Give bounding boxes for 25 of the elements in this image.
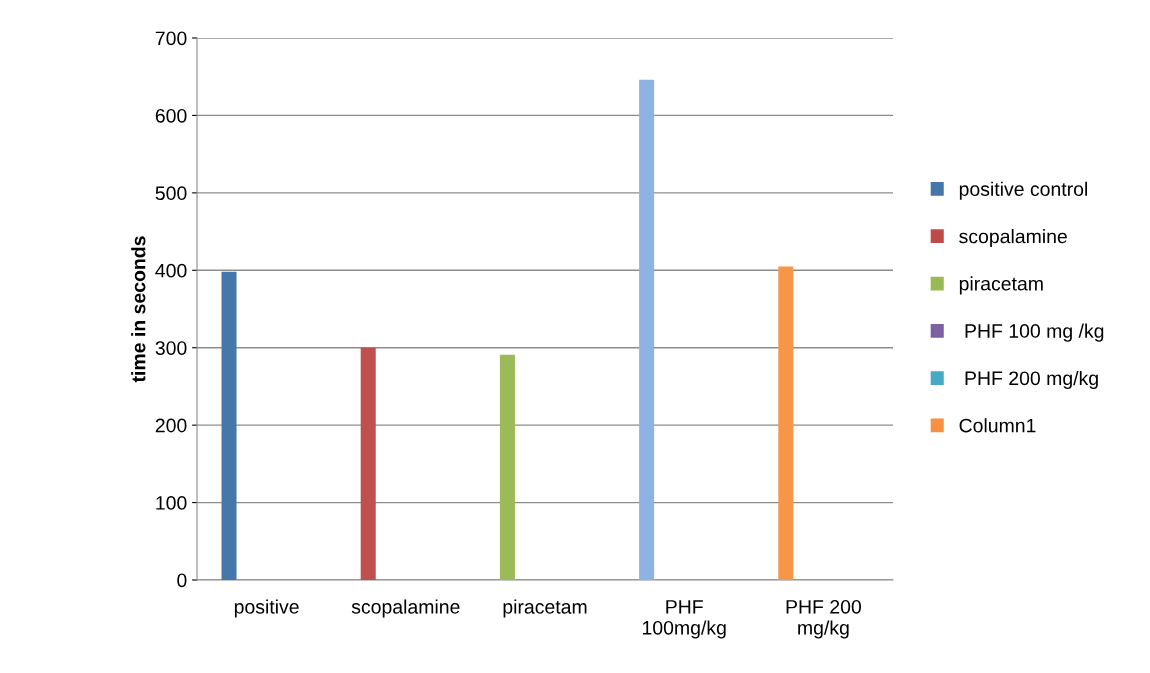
- legend-label: piracetam: [959, 276, 1043, 295]
- y-tick-label: 300: [155, 341, 187, 355]
- legend-label: PHF 200 mg/kg: [965, 370, 1098, 389]
- x-tick-label: PHF 100mg/kg: [642, 600, 726, 639]
- y-axis-title: time in seconds: [131, 236, 146, 383]
- y-tick-label: 0: [177, 573, 187, 588]
- bar: [221, 271, 237, 580]
- bar: [639, 79, 655, 580]
- legend-label: PHF 100 mg /kg: [965, 323, 1104, 342]
- y-tick-label: 100: [156, 496, 187, 510]
- y-tick-label: 200: [155, 418, 187, 433]
- bar: [778, 266, 794, 580]
- y-tick-label: 700: [155, 31, 187, 46]
- legend-label: positive control: [959, 181, 1087, 200]
- y-tick-label: 600: [155, 108, 187, 123]
- y-tick-label: 400: [155, 263, 187, 278]
- x-tick-label: piracetam: [503, 599, 587, 618]
- x-tick-label: PHF 200 mg/kg: [786, 599, 862, 639]
- legend-label: Column1: [959, 418, 1036, 433]
- y-tick-label: 500: [155, 186, 187, 201]
- x-tick-label: positive: [234, 599, 299, 618]
- legend-label: scopalamine: [959, 229, 1067, 248]
- x-tick-label: scopalamine: [351, 599, 460, 618]
- bar: [499, 354, 515, 580]
- bar: [360, 347, 376, 580]
